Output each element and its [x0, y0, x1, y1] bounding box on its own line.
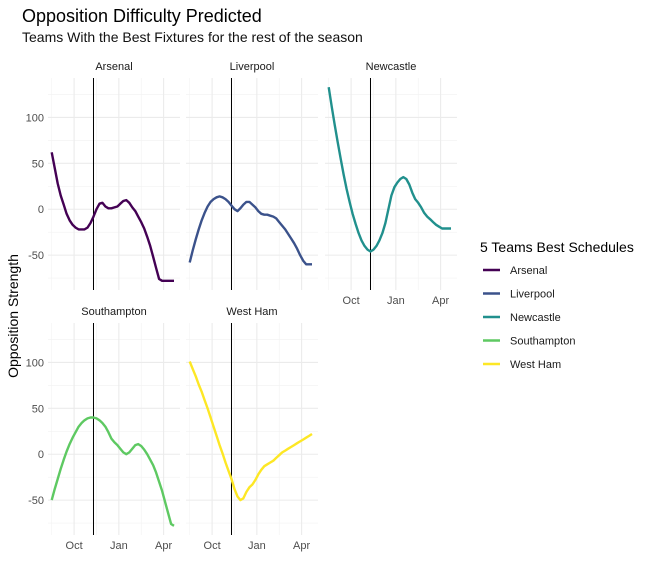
x-tick-label: Oct — [66, 540, 83, 552]
x-tick-label: Jan — [387, 295, 405, 307]
x-tick-label: Apr — [155, 540, 172, 552]
legend-title: 5 Teams Best Schedules — [480, 239, 634, 255]
series-line-newcastle — [327, 87, 451, 253]
panel-arsenal: Arsenal -50 0 50 100 — [26, 61, 180, 290]
legend-label-arsenal: Arsenal — [510, 265, 547, 277]
x-tick-label: Apr — [293, 540, 310, 552]
y-tick-label: 0 — [38, 449, 44, 461]
legend-label-newcastle: Newcastle — [510, 312, 561, 324]
x-tick-label: Oct — [204, 540, 221, 552]
y-axis-title: Opposition Strength — [5, 254, 21, 378]
panel-label-arsenal: Arsenal — [95, 61, 132, 73]
panel-label-west-ham: West Ham — [226, 306, 277, 318]
x-tick-label: Jan — [110, 540, 128, 552]
legend-label-southampton: Southampton — [510, 336, 575, 348]
series-line-southampton — [50, 416, 175, 527]
y-tick-label: 50 — [32, 403, 44, 415]
panel-label-southampton: Southampton — [81, 306, 146, 318]
panel-southampton: Southampton -50 0 50 100 Oct Jan Apr — [26, 306, 180, 552]
series-line-arsenal — [50, 152, 174, 282]
panel-newcastle: Newcastle Oct Jan Apr — [325, 61, 457, 307]
series-line-west-ham — [188, 361, 313, 502]
legend-label-liverpool: Liverpool — [510, 289, 555, 301]
legend-label-west-ham: West Ham — [510, 359, 561, 371]
panel-label-newcastle: Newcastle — [366, 61, 417, 73]
y-tick-label: -50 — [28, 495, 44, 507]
x-tick-label: Oct — [343, 295, 360, 307]
panel-label-liverpool: Liverpool — [230, 61, 275, 73]
y-tick-label: 100 — [26, 357, 44, 369]
chart-title: Opposition Difficulty Predicted — [22, 6, 262, 26]
x-tick-label: Apr — [432, 295, 449, 307]
panel-west-ham: West Ham Oct Jan Apr — [186, 306, 318, 552]
y-tick-label: 0 — [38, 204, 44, 216]
panel-liverpool: Liverpool — [186, 61, 318, 290]
facet-panels: Arsenal -50 0 50 100 Liverpool Newcastle Oct Jan… — [26, 61, 457, 552]
x-tick-label: Jan — [248, 540, 266, 552]
y-tick-label: 50 — [32, 158, 44, 170]
series-line-liverpool — [188, 195, 312, 266]
y-tick-label: -50 — [28, 250, 44, 262]
y-tick-label: 100 — [26, 112, 44, 124]
legend: 5 Teams Best Schedules Arsenal Liverpool N… — [480, 239, 634, 371]
chart-subtitle: Teams With the Best Fixtures for the res… — [22, 29, 363, 45]
